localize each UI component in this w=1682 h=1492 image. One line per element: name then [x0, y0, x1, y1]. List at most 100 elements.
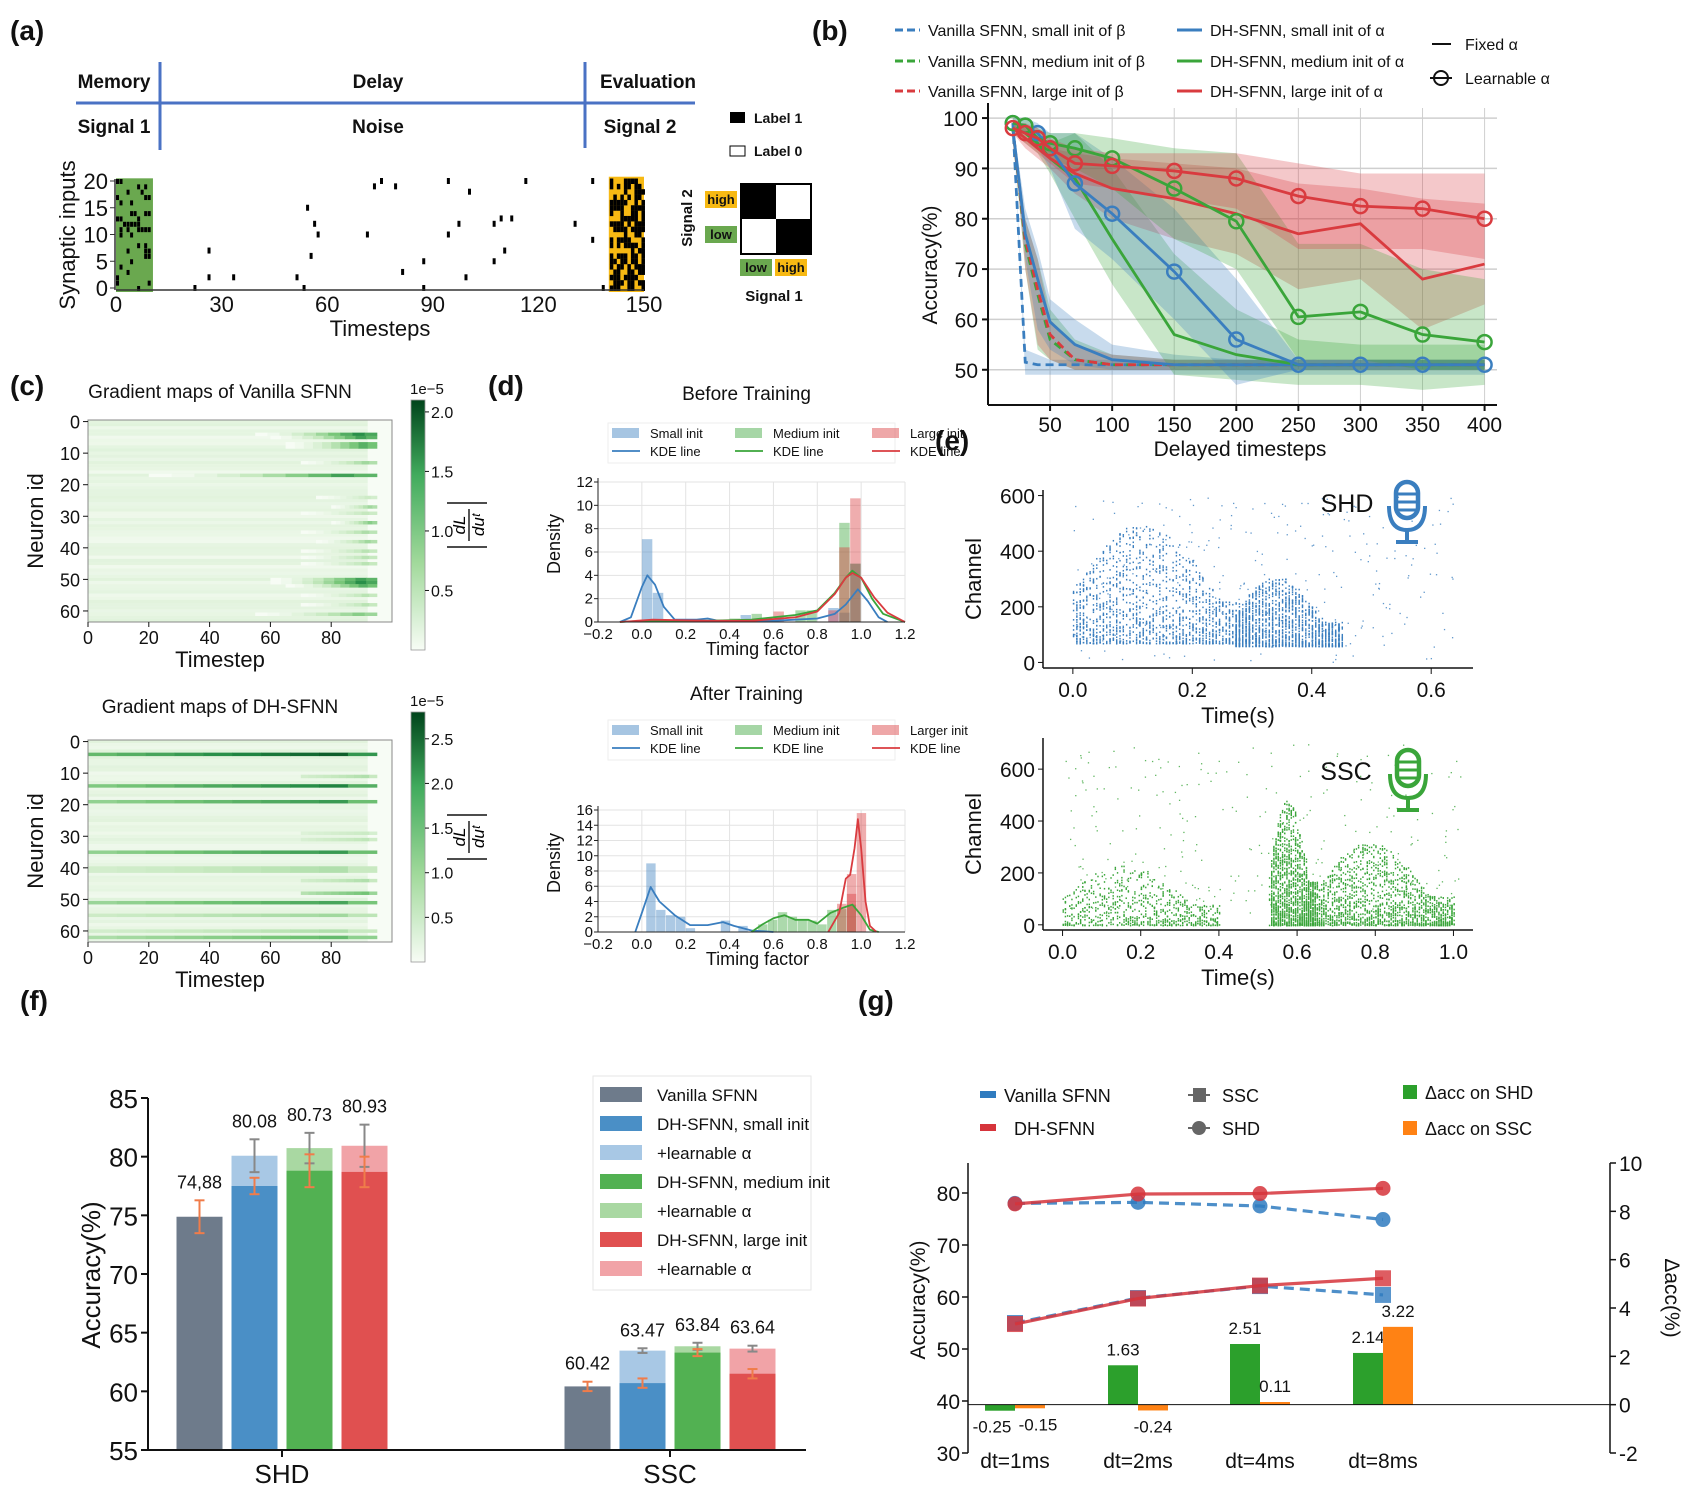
spike-dot: [1119, 640, 1121, 642]
spike-dot: [1140, 886, 1143, 889]
heatmap-row: [88, 584, 368, 588]
spike-dot: [1315, 634, 1317, 636]
spike-dot: [1129, 557, 1131, 560]
heatmap-cell: [340, 539, 347, 544]
spike-dot: [1188, 582, 1191, 584]
spike-dot: [1076, 638, 1078, 641]
spike-dot: [1341, 639, 1344, 641]
spike-dot: [1268, 603, 1271, 606]
spike-dot: [1308, 643, 1310, 646]
x-axis-label: Timestep: [175, 647, 265, 672]
spike: [119, 216, 123, 222]
spike-dot: [1212, 610, 1214, 613]
spike-dot: [1145, 636, 1148, 638]
spike-dot: [1182, 624, 1184, 627]
spike: [630, 248, 635, 254]
confidence-band: [1012, 123, 1485, 260]
legend-patch: [612, 428, 639, 438]
spike-dot: [1131, 593, 1133, 595]
heatmap-cell: [203, 799, 233, 804]
spike-dot: [1198, 642, 1201, 644]
x-tick-label: 90: [421, 292, 445, 317]
spike-dot: [1109, 548, 1111, 550]
spike-dot: [1096, 596, 1098, 598]
spike-dot: [1268, 639, 1271, 642]
heatmap-cell: [290, 913, 320, 918]
heatmap-cell: [319, 799, 349, 804]
spike-dot: [1135, 627, 1138, 629]
spike-dot: [1122, 534, 1125, 536]
heatmap-cell: [232, 929, 262, 933]
panel-label: (d): [488, 370, 524, 401]
panel-label: (f): [20, 985, 48, 1016]
spike-dot: [1082, 782, 1084, 784]
spike: [623, 258, 628, 265]
spike: [137, 286, 141, 291]
heatmap-cell: [279, 612, 293, 617]
spike-dot: [1318, 621, 1320, 623]
spike-dot: [1325, 630, 1327, 632]
spike-dot: [1275, 600, 1277, 602]
spike-dot: [1086, 597, 1088, 599]
heatmap-cell: [323, 593, 332, 598]
spike-dot: [1222, 628, 1224, 631]
spike-dot: [1215, 602, 1217, 604]
heatmap-row: [88, 828, 368, 832]
spike-dot: [1369, 497, 1371, 500]
spike-dot: [1311, 613, 1314, 615]
spike-dot: [1115, 566, 1118, 568]
spike-dot: [1245, 638, 1247, 641]
spike-dot: [1175, 641, 1178, 643]
spike-dot: [1298, 596, 1300, 599]
spike-dot: [1152, 627, 1154, 630]
spike-dot: [1276, 624, 1278, 626]
legend-label: Small init: [650, 426, 703, 441]
noise-spike: [446, 231, 450, 238]
spike-dot: [1177, 910, 1180, 912]
spike-dot: [1142, 551, 1144, 554]
spike-dot: [1281, 609, 1284, 612]
spike-dot: [1099, 618, 1101, 620]
x-tick-label: 0.6: [1417, 679, 1446, 702]
spike-dot: [1112, 604, 1115, 607]
spike-dot: [1334, 635, 1337, 638]
spike-dot: [1128, 534, 1130, 536]
x-axis-label: Timestep: [175, 967, 265, 992]
spike-dot: [1198, 619, 1201, 622]
spike-dot: [1198, 640, 1201, 642]
spike-dot: [1291, 640, 1294, 642]
spike-dot: [1252, 637, 1254, 640]
spike-dot: [1122, 586, 1125, 589]
spike-dot: [1268, 596, 1271, 599]
spike-dot: [1328, 634, 1330, 636]
spike-dot: [1090, 879, 1093, 882]
spike-dot: [1155, 612, 1158, 615]
heatmap-cell: [347, 869, 378, 873]
spike-dot: [1315, 626, 1317, 628]
spike: [609, 210, 614, 217]
heatmap-cell: [285, 445, 296, 449]
spike-dot: [1213, 659, 1216, 661]
y-tick-label: 40: [60, 859, 80, 879]
spike-dot: [1162, 616, 1164, 618]
spike-dot: [1334, 638, 1337, 641]
noise-spike: [313, 220, 317, 227]
spike-dot: [1212, 588, 1214, 591]
heatmap-cell: [174, 799, 205, 804]
spike-dot: [1278, 601, 1280, 604]
spike-dot: [1295, 641, 1297, 644]
spike-dot: [1222, 639, 1224, 642]
spike-dot: [1235, 642, 1237, 645]
spike-dot: [1288, 601, 1290, 604]
spike-dot: [1301, 643, 1304, 645]
spike-dot: [1165, 596, 1168, 598]
spike-dot: [1201, 919, 1203, 922]
heatmap-cell: [346, 549, 355, 553]
colorbar-label-numerator: dL: [450, 516, 469, 535]
spike-dot: [1215, 601, 1217, 603]
heatmap-cell: [361, 837, 370, 842]
spike-dot: [1215, 609, 1217, 611]
spike-dot: [1076, 634, 1078, 637]
spike-dot: [1151, 760, 1154, 763]
spike-dot: [1245, 613, 1247, 615]
